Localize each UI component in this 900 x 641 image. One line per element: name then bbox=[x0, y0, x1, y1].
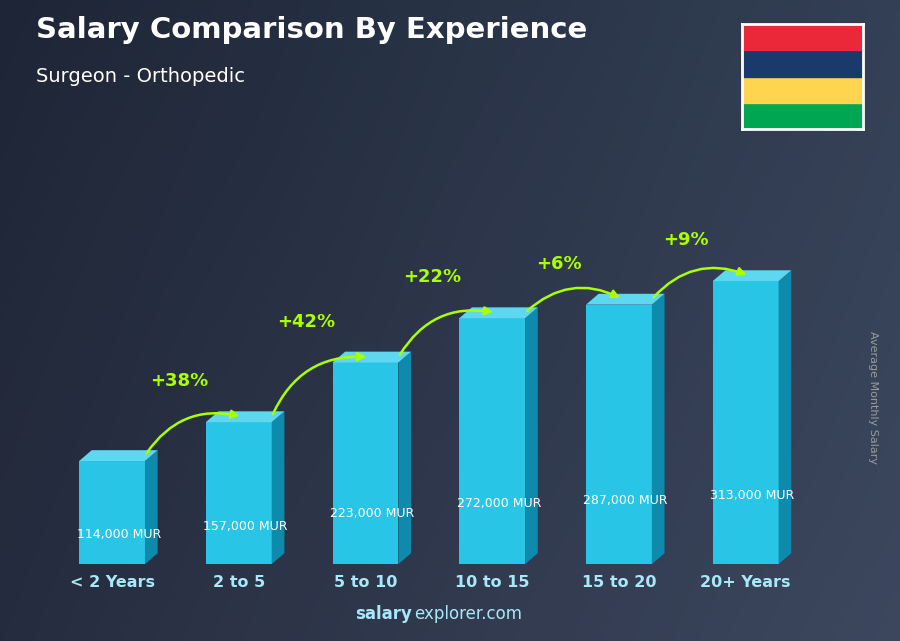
Text: 157,000 MUR: 157,000 MUR bbox=[203, 520, 288, 533]
Polygon shape bbox=[586, 294, 664, 304]
Polygon shape bbox=[272, 412, 284, 564]
Text: 223,000 MUR: 223,000 MUR bbox=[330, 507, 414, 520]
Text: 114,000 MUR: 114,000 MUR bbox=[76, 528, 161, 542]
Polygon shape bbox=[79, 461, 145, 564]
Text: 272,000 MUR: 272,000 MUR bbox=[456, 497, 541, 510]
Bar bbox=[742, 50, 863, 77]
Polygon shape bbox=[459, 318, 525, 564]
Text: Average Monthly Salary: Average Monthly Salary bbox=[868, 331, 878, 464]
Text: +6%: +6% bbox=[536, 255, 582, 273]
Polygon shape bbox=[332, 363, 399, 564]
Text: +42%: +42% bbox=[277, 313, 335, 331]
Polygon shape bbox=[459, 307, 538, 318]
Polygon shape bbox=[778, 271, 791, 564]
Polygon shape bbox=[586, 304, 652, 564]
Polygon shape bbox=[652, 294, 664, 564]
Polygon shape bbox=[332, 352, 411, 363]
Text: 313,000 MUR: 313,000 MUR bbox=[710, 489, 795, 502]
Polygon shape bbox=[525, 307, 538, 564]
Text: 287,000 MUR: 287,000 MUR bbox=[583, 494, 668, 507]
Bar bbox=[742, 24, 863, 50]
Text: Surgeon - Orthopedic: Surgeon - Orthopedic bbox=[36, 67, 245, 87]
Bar bbox=[742, 103, 863, 129]
Text: +9%: +9% bbox=[663, 231, 709, 249]
Polygon shape bbox=[399, 352, 411, 564]
Polygon shape bbox=[713, 281, 778, 564]
Text: salary: salary bbox=[356, 605, 412, 623]
Polygon shape bbox=[713, 271, 791, 281]
Polygon shape bbox=[79, 450, 158, 461]
Bar bbox=[742, 77, 863, 103]
Polygon shape bbox=[145, 450, 158, 564]
Polygon shape bbox=[206, 412, 284, 422]
Polygon shape bbox=[206, 422, 272, 564]
Text: +38%: +38% bbox=[150, 372, 208, 390]
Text: +22%: +22% bbox=[403, 269, 462, 287]
Text: explorer.com: explorer.com bbox=[414, 605, 522, 623]
Text: Salary Comparison By Experience: Salary Comparison By Experience bbox=[36, 16, 587, 44]
